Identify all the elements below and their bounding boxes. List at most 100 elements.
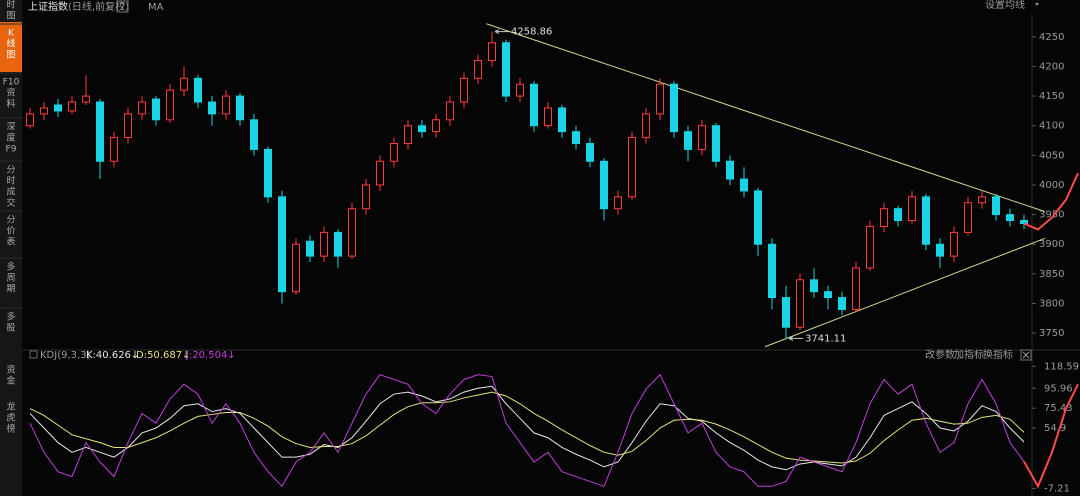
candle-body bbox=[54, 104, 62, 112]
candle-body bbox=[516, 83, 524, 97]
candle-body bbox=[26, 113, 34, 127]
sidebar-label[interactable]: 度 bbox=[6, 132, 15, 144]
close-icon[interactable] bbox=[1022, 351, 1030, 359]
collapse-icon[interactable] bbox=[29, 350, 38, 359]
active-tab[interactable] bbox=[0, 22, 22, 72]
sidebar-label[interactable]: K bbox=[8, 29, 15, 39]
arrow bbox=[494, 29, 509, 35]
candle-body bbox=[236, 95, 244, 121]
candle-body bbox=[614, 196, 622, 210]
sidebar-label[interactable]: 分 bbox=[6, 165, 15, 176]
candle-body bbox=[320, 231, 328, 257]
sidebar-label[interactable]: F10 bbox=[3, 78, 20, 88]
sidebar-label[interactable]: 图 bbox=[6, 11, 15, 22]
candle-body bbox=[474, 60, 482, 79]
sidebar-label[interactable]: 资 bbox=[6, 88, 15, 99]
sidebar-label[interactable]: 时 bbox=[6, 175, 15, 187]
y-tick-label: 75.43 bbox=[1044, 403, 1073, 414]
candle-body bbox=[936, 243, 944, 257]
sidebar-label[interactable]: 榜 bbox=[6, 423, 15, 435]
y-tick-label: -7.21 bbox=[1044, 483, 1070, 494]
sidebar-label[interactable]: 龙 bbox=[6, 401, 15, 413]
help-box[interactable] bbox=[116, 0, 129, 13]
candle-body bbox=[362, 184, 370, 210]
candle-body bbox=[390, 142, 398, 162]
y-tick-label: 4200 bbox=[1039, 61, 1064, 72]
sidebar bbox=[0, 0, 22, 496]
indicator-button[interactable]: 换指标 bbox=[983, 348, 1013, 361]
sidebar-label[interactable]: 交 bbox=[6, 197, 15, 209]
candle-body bbox=[768, 243, 776, 299]
sidebar-label[interactable]: 多 bbox=[6, 261, 15, 273]
candle-body bbox=[488, 42, 496, 62]
sidebar-label[interactable]: 时 bbox=[6, 0, 15, 11]
candle-body bbox=[460, 77, 468, 103]
legend-label: K:40.626↓ bbox=[86, 350, 139, 361]
sidebar-label[interactable]: 图 bbox=[6, 50, 15, 61]
sidebar-label[interactable]: 多 bbox=[6, 311, 15, 323]
kdj-line bbox=[29, 385, 1025, 471]
candle-body bbox=[656, 83, 664, 115]
candle-body bbox=[82, 95, 90, 103]
candle-body bbox=[180, 77, 188, 91]
candle-body bbox=[208, 101, 216, 115]
dropdown-icon bbox=[1035, 3, 1039, 6]
legend-label: D:50.687↓ bbox=[136, 350, 190, 361]
indicator-button[interactable]: 加指标 bbox=[954, 348, 984, 361]
sidebar-label[interactable]: 表 bbox=[6, 236, 15, 248]
close-box[interactable] bbox=[1020, 349, 1032, 361]
candle-body bbox=[642, 113, 650, 139]
candle-body bbox=[96, 101, 104, 162]
candle-body bbox=[348, 208, 356, 257]
sidebar-label[interactable]: 深 bbox=[6, 122, 15, 133]
y-tick-label: 4150 bbox=[1039, 91, 1064, 102]
sidebar-label[interactable]: 期 bbox=[6, 284, 15, 295]
high-label: 4258.86 bbox=[511, 27, 552, 38]
candle-body bbox=[684, 131, 692, 150]
candle-body bbox=[866, 225, 874, 269]
candle-body bbox=[1006, 214, 1014, 222]
candle-body bbox=[698, 125, 706, 150]
help[interactable]: ? bbox=[120, 2, 125, 13]
candle-body bbox=[110, 137, 118, 162]
sidebar-label[interactable]: 料 bbox=[6, 98, 15, 110]
candle-body bbox=[404, 125, 412, 144]
candle-body bbox=[572, 131, 580, 144]
y-tick-label: 3750 bbox=[1039, 328, 1064, 339]
sidebar-label[interactable]: 价 bbox=[6, 226, 15, 237]
projection-line bbox=[1023, 383, 1079, 489]
indicator-button[interactable]: 改参数 bbox=[925, 348, 955, 361]
sidebar-label[interactable]: F9 bbox=[6, 145, 17, 155]
y-tick-label: 95.96 bbox=[1044, 383, 1073, 394]
sidebar-label[interactable]: 线 bbox=[6, 38, 15, 50]
y-tick-label: 3900 bbox=[1039, 239, 1064, 250]
sidebar-label[interactable]: 周 bbox=[6, 273, 15, 284]
candle-body bbox=[250, 119, 258, 150]
sidebar-label[interactable]: 金 bbox=[6, 375, 15, 387]
candle-body bbox=[824, 291, 832, 299]
candle-body bbox=[670, 83, 678, 133]
ma-label[interactable]: MA bbox=[148, 2, 164, 13]
candle-body bbox=[810, 279, 818, 293]
candle-body bbox=[530, 83, 538, 127]
candle-body bbox=[712, 125, 720, 162]
y-tick-label: 4050 bbox=[1039, 150, 1064, 161]
title: 上证指数 bbox=[28, 0, 68, 13]
sidebar-label[interactable]: 成 bbox=[6, 186, 15, 198]
y-tick-label: 3850 bbox=[1039, 269, 1064, 280]
sidebar-label[interactable]: 分 bbox=[6, 215, 15, 226]
candle-body bbox=[782, 297, 790, 328]
y-tick-label: 3950 bbox=[1039, 210, 1064, 221]
sidebar-label[interactable]: 股 bbox=[6, 323, 15, 334]
candle-body bbox=[894, 208, 902, 222]
trendline bbox=[764, 237, 1046, 348]
subtitle: (日线,前复权) bbox=[68, 0, 129, 13]
settings[interactable]: 设置均线 bbox=[985, 0, 1025, 11]
sidebar-label[interactable]: 资 bbox=[6, 365, 15, 376]
projection-line bbox=[1023, 172, 1079, 231]
candle-body bbox=[740, 178, 748, 192]
sidebar-label[interactable]: 虎 bbox=[6, 412, 15, 424]
kdj-line bbox=[29, 373, 1025, 488]
